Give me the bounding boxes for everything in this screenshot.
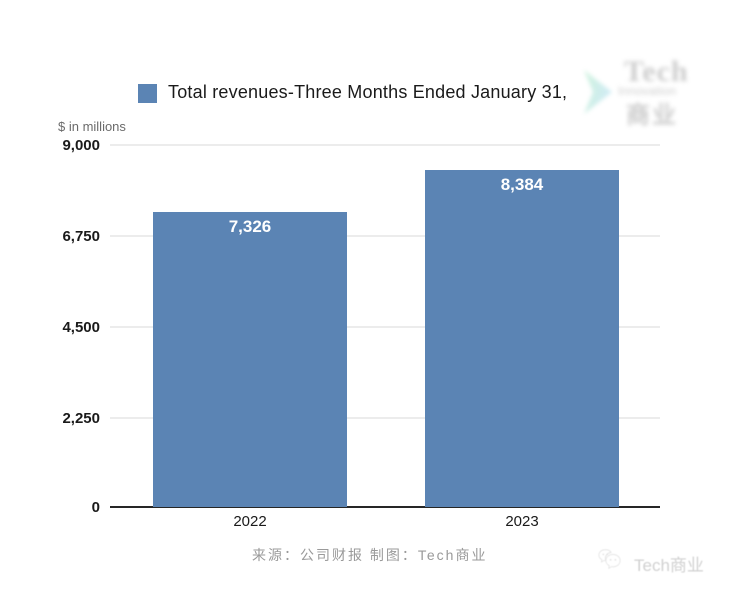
svg-text:7,326: 7,326 — [229, 217, 272, 236]
svg-text:2022: 2022 — [233, 513, 266, 530]
svg-text:0: 0 — [92, 499, 100, 516]
svg-text:2,250: 2,250 — [62, 410, 100, 427]
svg-text:6,750: 6,750 — [62, 228, 100, 245]
svg-text:8,384: 8,384 — [501, 175, 544, 194]
svg-text:9,000: 9,000 — [62, 137, 100, 154]
svg-text:4,500: 4,500 — [62, 319, 100, 336]
svg-text:2023: 2023 — [505, 513, 538, 530]
